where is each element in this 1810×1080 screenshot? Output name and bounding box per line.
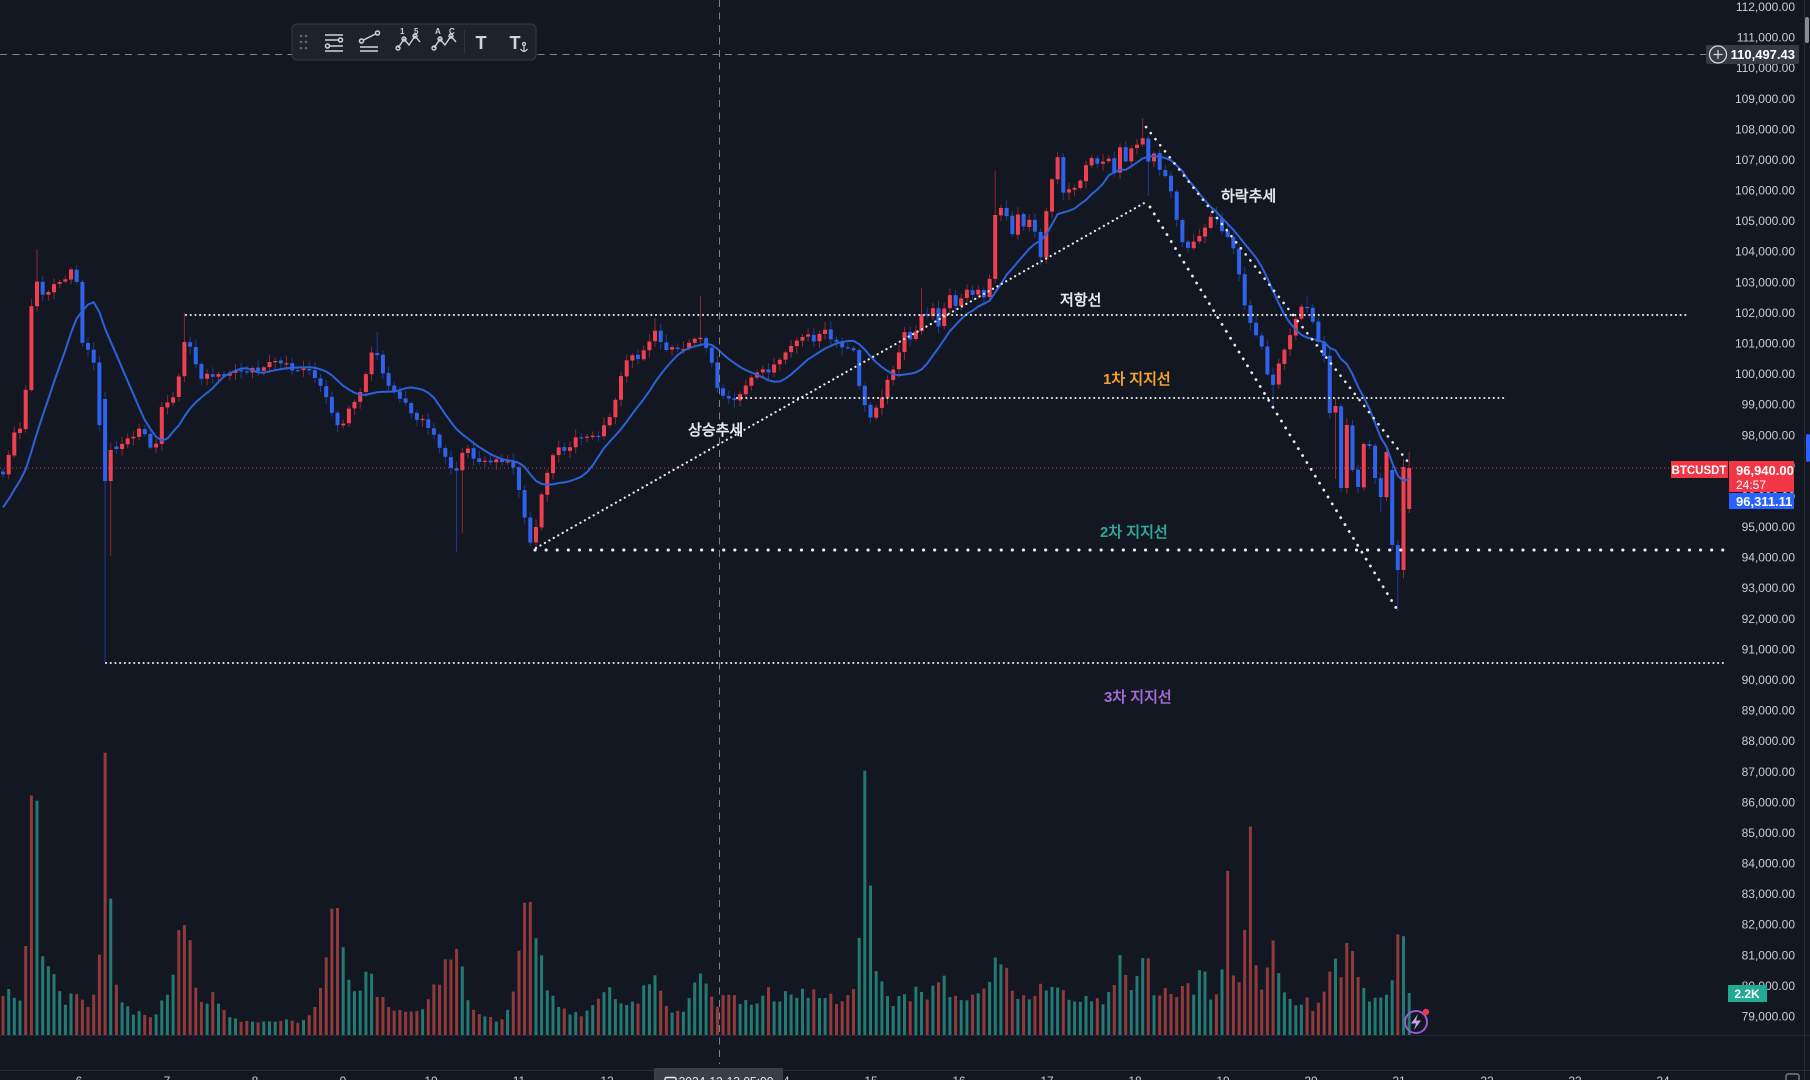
svg-text:2차 지지선: 2차 지지선 bbox=[1100, 524, 1168, 541]
svg-text:T: T bbox=[510, 33, 521, 53]
svg-text:99,000.00: 99,000.00 bbox=[1742, 398, 1796, 412]
svg-text:83,000.00: 83,000.00 bbox=[1742, 887, 1796, 901]
svg-text:T: T bbox=[476, 33, 487, 53]
svg-text:106,000.00: 106,000.00 bbox=[1735, 184, 1795, 198]
svg-text:23: 23 bbox=[1568, 1074, 1582, 1080]
svg-text:110,000.00: 110,000.00 bbox=[1736, 61, 1795, 75]
svg-text:96,940.00: 96,940.00 bbox=[1736, 463, 1794, 478]
svg-text:2024-12-13 05:00: 2024-12-13 05:00 bbox=[679, 1075, 774, 1080]
svg-text:6: 6 bbox=[76, 1074, 83, 1080]
svg-text:3차 지지선: 3차 지지선 bbox=[1104, 689, 1172, 706]
svg-text:9: 9 bbox=[340, 1074, 347, 1080]
svg-text:111,000.00: 111,000.00 bbox=[1737, 31, 1796, 45]
svg-text:81,000.00: 81,000.00 bbox=[1742, 948, 1796, 962]
svg-text:88,000.00: 88,000.00 bbox=[1742, 734, 1796, 748]
svg-text:18: 18 bbox=[1128, 1074, 1142, 1080]
svg-text:98,000.00: 98,000.00 bbox=[1742, 428, 1796, 442]
svg-text:91,000.00: 91,000.00 bbox=[1742, 642, 1796, 656]
svg-text:96,311.11: 96,311.11 bbox=[1736, 494, 1792, 509]
svg-text:90,000.00: 90,000.00 bbox=[1742, 673, 1796, 687]
svg-text:7: 7 bbox=[164, 1074, 171, 1080]
svg-text:87,000.00: 87,000.00 bbox=[1742, 765, 1796, 779]
svg-text:16: 16 bbox=[952, 1074, 966, 1080]
svg-text:A: A bbox=[435, 27, 441, 36]
svg-text:109,000.00: 109,000.00 bbox=[1735, 92, 1795, 106]
svg-text:110,497.43: 110,497.43 bbox=[1731, 47, 1795, 62]
svg-text:104,000.00: 104,000.00 bbox=[1735, 245, 1795, 259]
svg-text:17: 17 bbox=[1040, 1074, 1054, 1080]
svg-text:11: 11 bbox=[513, 1074, 526, 1080]
svg-text:102,000.00: 102,000.00 bbox=[1735, 306, 1795, 320]
svg-text:105,000.00: 105,000.00 bbox=[1735, 214, 1795, 228]
svg-text:100,000.00: 100,000.00 bbox=[1735, 367, 1795, 381]
svg-text:94,000.00: 94,000.00 bbox=[1742, 551, 1796, 565]
svg-text:24:57: 24:57 bbox=[1736, 478, 1766, 492]
svg-text:95,000.00: 95,000.00 bbox=[1742, 520, 1796, 534]
svg-text:1차 지지선: 1차 지지선 bbox=[1103, 371, 1171, 388]
svg-text:1: 1 bbox=[400, 27, 405, 36]
svg-text:108,000.00: 108,000.00 bbox=[1735, 122, 1795, 136]
svg-text:92,000.00: 92,000.00 bbox=[1742, 612, 1796, 626]
svg-text:82,000.00: 82,000.00 bbox=[1742, 918, 1796, 932]
svg-text:상승추세: 상승추세 bbox=[688, 422, 743, 439]
svg-text:5: 5 bbox=[414, 27, 419, 36]
svg-text:21: 21 bbox=[1392, 1074, 1406, 1080]
svg-text:저항선: 저항선 bbox=[1060, 292, 1101, 309]
svg-text:12: 12 bbox=[600, 1074, 614, 1080]
svg-text:93,000.00: 93,000.00 bbox=[1742, 581, 1796, 595]
svg-text:15: 15 bbox=[864, 1074, 878, 1080]
svg-text:19: 19 bbox=[1216, 1074, 1230, 1080]
svg-text:14: 14 bbox=[776, 1074, 790, 1080]
svg-text:20: 20 bbox=[1304, 1074, 1318, 1080]
svg-text:2.2K: 2.2K bbox=[1734, 987, 1760, 1001]
svg-text:C: C bbox=[449, 27, 455, 36]
svg-text:22: 22 bbox=[1480, 1074, 1494, 1080]
svg-text:89,000.00: 89,000.00 bbox=[1742, 704, 1796, 718]
svg-text:하락추세: 하락추세 bbox=[1221, 187, 1276, 205]
svg-text:86,000.00: 86,000.00 bbox=[1742, 795, 1796, 809]
svg-text:10: 10 bbox=[424, 1074, 438, 1080]
svg-text:24: 24 bbox=[1656, 1074, 1670, 1080]
svg-text:8: 8 bbox=[252, 1074, 259, 1080]
svg-text:107,000.00: 107,000.00 bbox=[1735, 153, 1795, 167]
svg-text:101,000.00: 101,000.00 bbox=[1735, 337, 1795, 351]
svg-text:112,000.00: 112,000.00 bbox=[1736, 0, 1795, 14]
svg-text:BTCUSDT: BTCUSDT bbox=[1672, 465, 1727, 477]
svg-text:84,000.00: 84,000.00 bbox=[1742, 857, 1796, 871]
svg-text:85,000.00: 85,000.00 bbox=[1742, 826, 1796, 840]
svg-text:79,000.00: 79,000.00 bbox=[1742, 1010, 1796, 1024]
svg-text:103,000.00: 103,000.00 bbox=[1735, 275, 1795, 289]
